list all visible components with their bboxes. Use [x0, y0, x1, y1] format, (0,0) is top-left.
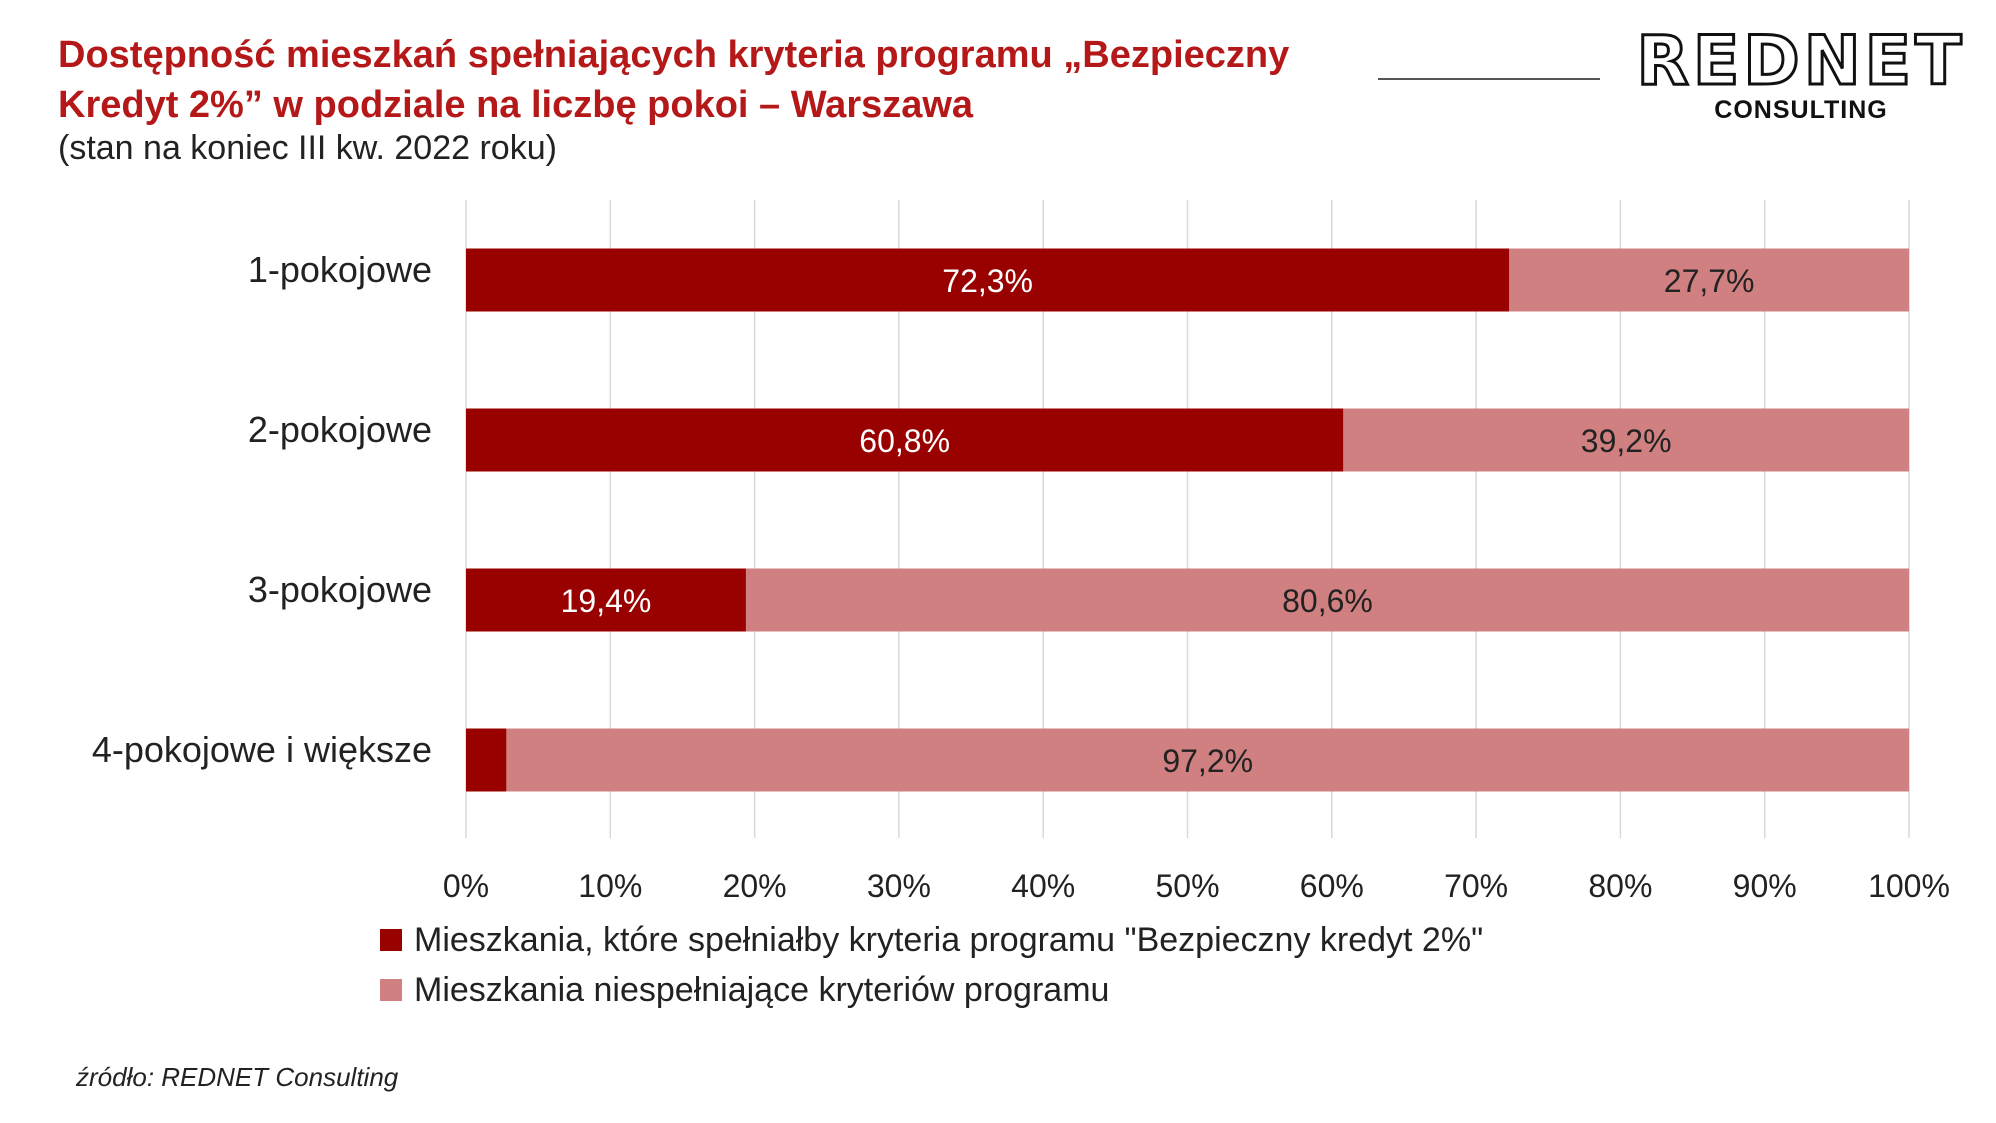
legend-item-not-eligible: Mieszkania niespełniające kryteriów prog… [380, 965, 1483, 1015]
x-tick-label-3: 30% [867, 868, 931, 900]
bar-eligible-1 [466, 408, 1344, 472]
chart-title: Dostępność mieszkań spełniających kryter… [58, 34, 1290, 126]
category-label-1: 2-pokojowe [248, 409, 432, 450]
x-tick-label-8: 80% [1588, 868, 1652, 900]
data-label-not-eligible-1: 39,2% [1581, 423, 1672, 459]
category-label-3: 4-pokojowe i większe [92, 729, 432, 770]
x-tick-label-7: 70% [1444, 868, 1508, 900]
category-label-0: 1-pokojowe [248, 249, 432, 290]
bar-not-eligible-1 [1343, 408, 1909, 472]
legend-label-eligible: Mieszkania, które spełniałby kryteria pr… [414, 920, 1484, 959]
legend-label-not-eligible: Mieszkania niespełniające kryteriów prog… [414, 970, 1110, 1009]
source-note: źródło: REDNET Consulting [76, 1062, 399, 1092]
logo-wordmark: REDNET [1635, 22, 1966, 101]
x-tick-label-9: 90% [1733, 868, 1797, 900]
x-tick-label-0: 0% [443, 868, 489, 900]
data-label-eligible-1: 60,8% [859, 423, 950, 459]
data-label-eligible-0: 72,3% [942, 263, 1033, 299]
legend-item-eligible: Mieszkania, które spełniałby kryteria pr… [380, 915, 1483, 965]
bar-not-eligible-0 [1509, 248, 1909, 312]
legend-swatch-eligible [380, 929, 402, 951]
bar-eligible-3 [466, 728, 507, 792]
x-tick-label-4: 40% [1011, 868, 1075, 900]
category-label-2: 3-pokojowe [248, 569, 432, 610]
bar-eligible-0 [466, 248, 1510, 312]
data-label-not-eligible-3: 97,2% [1162, 743, 1253, 779]
data-label-eligible-2: 19,4% [561, 583, 652, 619]
title-divider [1378, 78, 1600, 80]
logo-tagline: CONSULTING [1714, 96, 1888, 124]
bar-not-eligible-2 [745, 568, 1909, 632]
data-label-not-eligible-2: 80,6% [1282, 583, 1373, 619]
x-tick-label-6: 60% [1300, 868, 1364, 900]
data-label-not-eligible-0: 27,7% [1664, 263, 1755, 299]
rednet-logo: REDNET CONSULTING [1635, 22, 1966, 130]
chart-legend: Mieszkania, które spełniałby kryteria pr… [380, 915, 1483, 1015]
x-tick-label-10: 100% [1868, 868, 1950, 900]
bar-eligible-2 [466, 568, 746, 632]
x-tick-label-5: 50% [1155, 868, 1219, 900]
legend-swatch-not-eligible [380, 979, 402, 1001]
x-tick-label-1: 10% [578, 868, 642, 900]
stacked-bar-chart: 72,3% 27,7% 1-pokojowe 60,8% 39,2% 2-pokojowe… [92, 200, 1950, 900]
chart-subtitle: (stan na koniec III kw. 2022 roku) [58, 129, 557, 167]
x-tick-label-2: 20% [723, 868, 787, 900]
bar-not-eligible-3 [506, 728, 1909, 792]
